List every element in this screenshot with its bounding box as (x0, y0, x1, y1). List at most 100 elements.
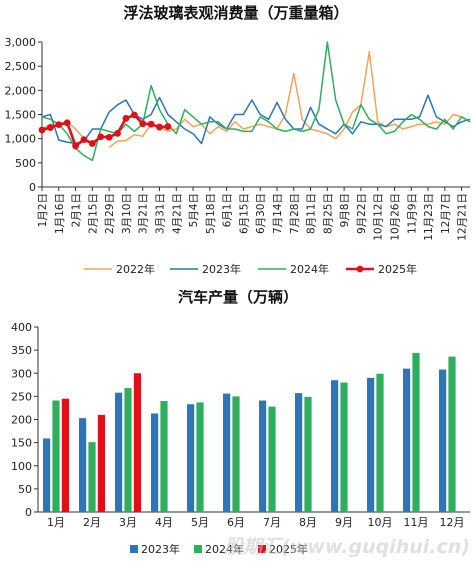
legend-label: 2022年 (116, 262, 155, 276)
bar (160, 401, 168, 512)
legend-label: 2023年 (202, 262, 241, 276)
data-point (63, 119, 71, 127)
bar (196, 402, 204, 512)
bar (448, 356, 456, 512)
bar (232, 396, 240, 512)
x-category-label: 5月 (191, 516, 209, 529)
bar (268, 406, 276, 512)
x-category-label: 9月 (335, 516, 353, 529)
x-tick-label: 6月1日 (222, 193, 234, 227)
x-category-label: 12月 (440, 516, 465, 529)
x-tick-label: 2月29日 (104, 193, 116, 234)
x-tick-label: 12月7日 (440, 193, 452, 234)
bar (115, 392, 123, 512)
bar (295, 393, 303, 512)
y-tick-label: 50 (18, 483, 32, 496)
data-point (38, 126, 46, 134)
data-point (139, 120, 147, 128)
legend-label: 2024年 (290, 262, 329, 276)
y-tick-label: 200 (11, 414, 32, 427)
car-production-bar-chart: 汽车产量（万辆） 0 50 100 150 200 250 300 350 400 1月 2月 3月 4… (11, 290, 470, 556)
data-point (156, 123, 163, 131)
y-tick-label: 2,500 (5, 60, 37, 73)
data-point (105, 133, 113, 141)
x-tick-label: 12月21日 (457, 193, 469, 241)
x-category-label: 11月 (404, 516, 429, 529)
x-tick-label: 10月12日 (373, 193, 385, 241)
glass-consumption-line-chart: 浮法玻璃表观消费量（万重量箱） 0 500 1,000 1,500 2,000 2,500… (5, 4, 471, 276)
y-tick-label: 250 (11, 390, 32, 403)
x-tick-label: 6月30日 (255, 193, 267, 234)
series-2025年 (38, 111, 172, 150)
y-tick-label: 0 (25, 506, 32, 519)
series-line (41, 41, 471, 162)
series-2023年 (41, 94, 471, 145)
x-category-label: 7月 (263, 516, 281, 529)
x-tick-label: 3月21日 (138, 193, 150, 234)
y-tick-label: 150 (11, 437, 32, 450)
x-category-label: 4月 (155, 516, 173, 529)
series-2024年 (41, 41, 471, 162)
x-tick-label: 6月15日 (238, 193, 250, 234)
bar (124, 388, 132, 512)
x-tick-label: 11月9日 (406, 193, 418, 234)
y-tick-label: 300 (11, 367, 32, 380)
bar (340, 382, 348, 512)
y-tick-label: 3,000 (5, 36, 37, 49)
series-2022年 (41, 50, 471, 148)
series-line (41, 94, 471, 145)
data-point (72, 142, 79, 150)
x-tick-label: 3月31日 (154, 193, 166, 234)
legend-marker (356, 265, 364, 273)
x-category-label: 6月 (227, 516, 245, 529)
bar (79, 418, 87, 512)
legend-swatch (130, 545, 138, 553)
bar (367, 377, 375, 512)
data-point (46, 124, 54, 131)
bar (439, 369, 447, 512)
legend-label: 2025年 (269, 542, 308, 556)
bar (259, 400, 267, 512)
series-line (108, 50, 471, 148)
data-point (55, 121, 63, 129)
data-point (88, 140, 96, 147)
legend-swatch (194, 545, 202, 553)
bar (376, 373, 384, 512)
legend-label: 2023年 (141, 542, 180, 556)
x-tick-label: 9月8日 (339, 193, 351, 227)
bar (61, 398, 69, 512)
x-tick-label: 11月23日 (423, 193, 435, 241)
legend-label: 2024年 (205, 542, 244, 556)
series-line (41, 113, 168, 148)
bar (187, 404, 195, 512)
bar (133, 373, 141, 512)
data-point (122, 114, 130, 122)
bar (403, 368, 411, 512)
x-tick-label: 9月22日 (356, 193, 368, 234)
y-tick-label: 0 (29, 181, 36, 194)
legend-swatch (258, 545, 266, 553)
bar (151, 413, 159, 512)
x-tick-label: 10月26日 (389, 193, 401, 241)
y-tick-label: 100 (11, 460, 32, 473)
x-tick-label: 5月18日 (205, 193, 217, 234)
bar (331, 380, 339, 512)
y-tick-label: 400 (11, 321, 32, 334)
x-tick-label: 5月4日 (188, 193, 200, 227)
y-tick-label: 1,500 (5, 109, 37, 122)
y-tick-label: 2,000 (5, 84, 37, 97)
legend-label: 2025年 (378, 262, 417, 276)
bar (43, 438, 51, 512)
line-chart-title: 浮法玻璃表观消费量（万重量箱） (123, 4, 348, 22)
x-tick-label: 2月1日 (71, 193, 83, 227)
bar (97, 414, 105, 512)
y-tick-label: 1,000 (5, 133, 37, 146)
x-tick-label: 1月2日 (37, 193, 49, 227)
y-tick-label: 500 (15, 157, 36, 170)
x-tick-label: 8月11日 (306, 193, 318, 234)
x-tick-label: 7月28日 (289, 193, 301, 234)
bar (412, 352, 420, 512)
x-category-label: 2月 (83, 516, 101, 529)
x-tick-label: 8月25日 (322, 193, 334, 234)
